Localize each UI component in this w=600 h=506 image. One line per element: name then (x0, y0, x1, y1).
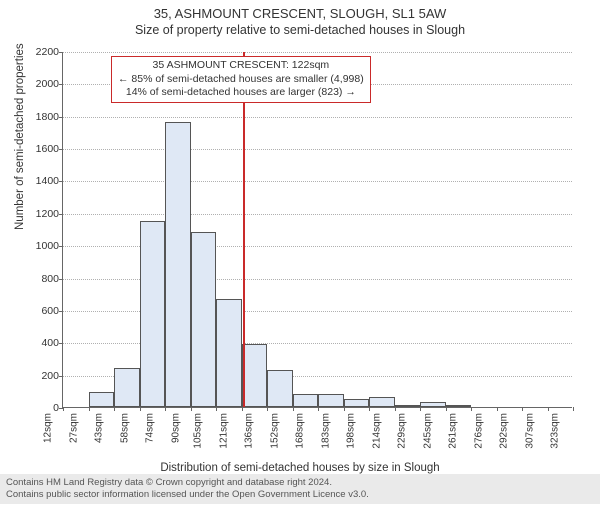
ytick-mark (59, 376, 63, 377)
histogram-bar (369, 397, 395, 407)
histogram-bar (114, 368, 140, 407)
ytick-mark (59, 279, 63, 280)
xtick-label: 214sqm (371, 413, 382, 449)
xtick-label: 136sqm (244, 413, 255, 449)
xtick-mark (165, 407, 166, 411)
ytick-label: 0 (53, 402, 59, 414)
histogram-bar (89, 392, 115, 407)
xtick-label: 27sqm (68, 413, 79, 443)
xtick-label: 152sqm (269, 413, 280, 449)
xtick-label: 261sqm (448, 413, 459, 449)
ytick-mark (59, 343, 63, 344)
xtick-mark (497, 407, 498, 411)
xtick-mark (548, 407, 549, 411)
x-axis-label: Distribution of semi-detached houses by … (0, 462, 600, 474)
xtick-mark (114, 407, 115, 411)
xtick-label: 43sqm (93, 413, 104, 443)
xtick-label: 198sqm (346, 413, 357, 449)
property-marker-line (243, 52, 245, 407)
page-title: 35, ASHMOUNT CRESCENT, SLOUGH, SL1 5AW (0, 6, 600, 21)
histogram-bar (344, 399, 370, 407)
ytick-label: 1600 (36, 143, 59, 155)
ytick-label: 1200 (36, 208, 59, 220)
histogram-bar (293, 394, 319, 407)
ytick-label: 2200 (36, 46, 59, 58)
xtick-mark (522, 407, 523, 411)
histogram-bar (140, 221, 166, 407)
gridline (63, 117, 572, 118)
ytick-mark (59, 181, 63, 182)
page-subtitle: Size of property relative to semi-detach… (0, 23, 600, 37)
ytick-label: 1000 (36, 240, 59, 252)
xtick-label: 74sqm (144, 413, 155, 443)
gridline (63, 214, 572, 215)
xtick-mark (318, 407, 319, 411)
xtick-mark (267, 407, 268, 411)
xtick-label: 168sqm (295, 413, 306, 449)
xtick-label: 307sqm (524, 413, 535, 449)
xtick-label: 229sqm (397, 413, 408, 449)
ytick-mark (59, 117, 63, 118)
histogram-bar (318, 394, 344, 407)
xtick-label: 58sqm (119, 413, 130, 443)
histogram-bar (165, 122, 191, 407)
xtick-mark (369, 407, 370, 411)
ytick-mark (59, 311, 63, 312)
ytick-label: 800 (41, 273, 59, 285)
ytick-mark (59, 84, 63, 85)
ytick-mark (59, 52, 63, 53)
histogram-bar (420, 402, 446, 407)
xtick-label: 105sqm (193, 413, 204, 449)
xtick-mark (242, 407, 243, 411)
xtick-mark (395, 407, 396, 411)
histogram-bar (216, 299, 242, 407)
xtick-mark (471, 407, 472, 411)
annotation-line: ← 85% of semi-detached houses are smalle… (118, 73, 364, 87)
xtick-label: 323sqm (550, 413, 561, 449)
xtick-mark (140, 407, 141, 411)
xtick-mark (293, 407, 294, 411)
xtick-mark (446, 407, 447, 411)
annotation-line: 35 ASHMOUNT CRESCENT: 122sqm (118, 59, 364, 73)
footer-line-1: Contains HM Land Registry data © Crown c… (6, 477, 594, 489)
xtick-mark (420, 407, 421, 411)
xtick-label: 245sqm (422, 413, 433, 449)
annotation-box: 35 ASHMOUNT CRESCENT: 122sqm← 85% of sem… (111, 56, 371, 103)
xtick-label: 183sqm (320, 413, 331, 449)
xtick-mark (573, 407, 574, 411)
xtick-label: 12sqm (42, 413, 53, 443)
xtick-mark (216, 407, 217, 411)
histogram-chart: 0200400600800100012001400160018002000220… (62, 52, 572, 408)
ytick-label: 1400 (36, 175, 59, 187)
xtick-label: 292sqm (499, 413, 510, 449)
histogram-bar (395, 405, 421, 407)
ytick-mark (59, 149, 63, 150)
y-axis-label: Number of semi-detached properties (14, 43, 26, 230)
histogram-bar (191, 232, 217, 407)
gridline (63, 52, 572, 53)
gridline (63, 149, 572, 150)
ytick-label: 1800 (36, 111, 59, 123)
ytick-label: 200 (41, 370, 59, 382)
annotation-line: 14% of semi-detached houses are larger (… (118, 86, 364, 100)
ytick-label: 600 (41, 305, 59, 317)
histogram-bar (446, 405, 472, 407)
xtick-mark (191, 407, 192, 411)
xtick-label: 276sqm (473, 413, 484, 449)
footer-line-2: Contains public sector information licen… (6, 489, 594, 501)
xtick-mark (89, 407, 90, 411)
ytick-label: 2000 (36, 78, 59, 90)
xtick-label: 121sqm (218, 413, 229, 449)
xtick-mark (63, 407, 64, 411)
ytick-mark (59, 246, 63, 247)
histogram-bar (267, 370, 293, 407)
gridline (63, 181, 572, 182)
xtick-mark (344, 407, 345, 411)
plot-area: 0200400600800100012001400160018002000220… (62, 52, 572, 408)
xtick-label: 90sqm (170, 413, 181, 443)
histogram-bar (242, 344, 268, 407)
ytick-mark (59, 214, 63, 215)
ytick-label: 400 (41, 337, 59, 349)
